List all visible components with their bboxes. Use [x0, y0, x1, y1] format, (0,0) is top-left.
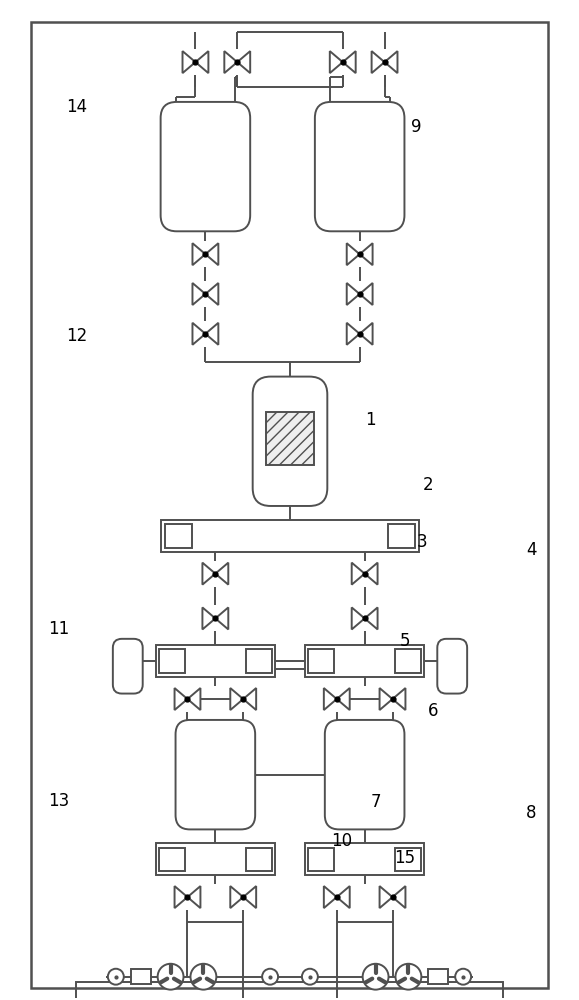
Bar: [246, 848, 272, 871]
Text: 13: 13: [49, 792, 69, 810]
Polygon shape: [337, 886, 350, 908]
Text: 5: 5: [400, 632, 410, 650]
Polygon shape: [380, 688, 393, 710]
Text: 15: 15: [394, 849, 415, 867]
Polygon shape: [230, 886, 243, 908]
Polygon shape: [380, 886, 393, 908]
Bar: [76, 982, 503, 1000]
Bar: [305, 843, 424, 875]
Polygon shape: [182, 51, 196, 73]
Circle shape: [455, 969, 471, 985]
Bar: [131, 969, 151, 984]
Polygon shape: [351, 563, 365, 585]
Text: 7: 7: [371, 793, 381, 811]
Text: 12: 12: [65, 327, 87, 345]
Polygon shape: [360, 323, 373, 345]
Bar: [31, 22, 548, 988]
Bar: [428, 969, 448, 984]
Polygon shape: [347, 243, 360, 265]
Polygon shape: [174, 886, 188, 908]
Circle shape: [108, 969, 124, 985]
Polygon shape: [206, 243, 218, 265]
Text: 1: 1: [365, 411, 376, 429]
FancyBboxPatch shape: [175, 720, 255, 829]
Circle shape: [395, 964, 422, 990]
Circle shape: [262, 969, 278, 985]
Polygon shape: [192, 323, 206, 345]
Bar: [308, 649, 334, 673]
Bar: [387, 524, 415, 548]
Bar: [266, 412, 314, 465]
Polygon shape: [196, 51, 208, 73]
Polygon shape: [215, 607, 228, 629]
Polygon shape: [372, 51, 384, 73]
Text: 9: 9: [411, 118, 422, 136]
Polygon shape: [174, 688, 188, 710]
Bar: [160, 520, 419, 552]
Polygon shape: [188, 886, 200, 908]
Polygon shape: [203, 563, 215, 585]
Bar: [159, 848, 185, 871]
Text: 11: 11: [49, 620, 69, 638]
Polygon shape: [393, 688, 405, 710]
Bar: [246, 649, 272, 673]
Text: 8: 8: [526, 804, 537, 822]
Polygon shape: [337, 688, 350, 710]
Circle shape: [362, 964, 389, 990]
FancyBboxPatch shape: [315, 102, 405, 231]
Bar: [159, 649, 185, 673]
Circle shape: [302, 969, 318, 985]
Bar: [308, 848, 334, 871]
Text: 3: 3: [417, 533, 427, 551]
Polygon shape: [192, 243, 206, 265]
Polygon shape: [360, 243, 373, 265]
Text: 10: 10: [331, 832, 352, 850]
FancyBboxPatch shape: [325, 720, 405, 829]
Polygon shape: [365, 607, 378, 629]
Circle shape: [157, 964, 184, 990]
Text: 6: 6: [428, 702, 439, 720]
Circle shape: [190, 964, 217, 990]
Bar: [156, 843, 275, 875]
Polygon shape: [324, 688, 337, 710]
Polygon shape: [206, 323, 218, 345]
Polygon shape: [243, 886, 256, 908]
FancyBboxPatch shape: [160, 102, 250, 231]
Polygon shape: [224, 51, 237, 73]
Polygon shape: [393, 886, 405, 908]
Bar: [395, 649, 422, 673]
Bar: [156, 645, 275, 677]
Bar: [395, 848, 422, 871]
Polygon shape: [206, 283, 218, 305]
Bar: [164, 524, 192, 548]
Polygon shape: [365, 563, 378, 585]
Polygon shape: [360, 283, 373, 305]
Polygon shape: [351, 607, 365, 629]
Polygon shape: [230, 688, 243, 710]
Polygon shape: [188, 688, 200, 710]
Polygon shape: [347, 283, 360, 305]
Polygon shape: [343, 51, 356, 73]
Text: 14: 14: [66, 98, 87, 116]
Polygon shape: [324, 886, 337, 908]
Polygon shape: [243, 688, 256, 710]
FancyBboxPatch shape: [113, 639, 142, 694]
Polygon shape: [347, 323, 360, 345]
Polygon shape: [237, 51, 250, 73]
Polygon shape: [215, 563, 228, 585]
Text: 2: 2: [423, 476, 433, 494]
Polygon shape: [192, 283, 206, 305]
Polygon shape: [330, 51, 343, 73]
Polygon shape: [384, 51, 397, 73]
FancyBboxPatch shape: [252, 377, 327, 506]
Polygon shape: [203, 607, 215, 629]
Text: 4: 4: [526, 541, 537, 559]
FancyBboxPatch shape: [437, 639, 467, 694]
Bar: [305, 645, 424, 677]
